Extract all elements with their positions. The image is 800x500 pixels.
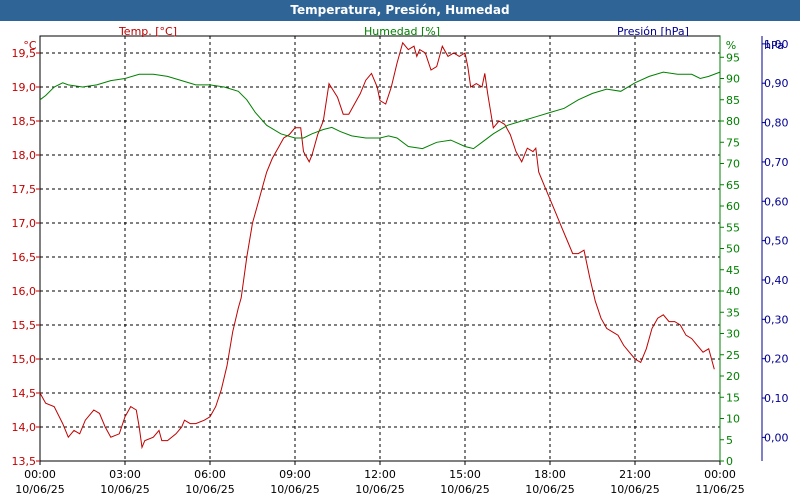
hum-tick-label: 40	[726, 285, 740, 298]
hum-tick-label: 5	[726, 434, 733, 447]
hum-tick-label: 95	[726, 51, 740, 64]
temp-axis-title: Temp. [°C]	[118, 25, 177, 38]
temp-tick-label: 18,0	[12, 149, 37, 162]
x-tick-time: 06:00	[194, 468, 226, 481]
x-tick-date: 10/06/25	[440, 483, 489, 496]
hum-tick-label: 80	[726, 115, 740, 128]
hum-series-line	[39, 71, 721, 150]
x-tick-time: 03:00	[109, 468, 141, 481]
temp-tick-label: 17,5	[12, 183, 37, 196]
hum-tick-label: 65	[726, 179, 740, 192]
x-tick-date: 10/06/25	[355, 483, 404, 496]
temp-tick-label: 19,0	[12, 81, 37, 94]
pres-tick-label: 0,10	[764, 392, 789, 405]
temp-tick-label: 15,0	[12, 353, 37, 366]
x-tick-date: 10/06/25	[525, 483, 574, 496]
hum-tick-label: 70	[726, 158, 740, 171]
x-tick-time: 21:00	[619, 468, 651, 481]
hum-axis-title: Humedad [%]	[364, 25, 440, 38]
x-tick-time: 09:00	[279, 468, 311, 481]
hum-tick-label: 60	[726, 200, 740, 213]
temp-unit: °C	[23, 39, 37, 52]
pres-tick-label: 0,30	[764, 313, 789, 326]
x-tick-time: 18:00	[534, 468, 566, 481]
pres-tick-label: 1,00	[764, 38, 789, 51]
temp-tick-label: 15,5	[12, 319, 37, 332]
x-tick-date: 10/06/25	[15, 483, 64, 496]
pres-tick-label: 0,50	[764, 235, 789, 248]
pres-tick-label: 0,70	[764, 156, 789, 169]
x-tick-date: 11/06/25	[695, 483, 744, 496]
hum-tick-label: 90	[726, 73, 740, 86]
hum-tick-label: 25	[726, 349, 740, 362]
pres-unit: hPa	[764, 39, 784, 52]
hum-unit: %	[726, 39, 736, 52]
x-tick-time: 15:00	[449, 468, 481, 481]
x-tick-date: 10/06/25	[610, 483, 659, 496]
temp-tick-label: 16,0	[12, 285, 37, 298]
hum-tick-label: 85	[726, 94, 740, 107]
x-tick-time: 00:00	[24, 468, 56, 481]
hum-tick-label: 55	[726, 221, 740, 234]
temp-tick-label: 17,0	[12, 217, 37, 230]
pres-tick-label: 0,90	[764, 77, 789, 90]
hum-tick-label: 35	[726, 306, 740, 319]
hum-tick-label: 15	[726, 391, 740, 404]
x-tick-time: 12:00	[364, 468, 396, 481]
temp-tick-label: 14,5	[12, 387, 37, 400]
temp-tick-label: 18,5	[12, 115, 37, 128]
hum-tick-label: 10	[726, 413, 740, 426]
x-tick-date: 10/06/25	[100, 483, 149, 496]
pres-tick-label: 0,00	[764, 431, 789, 444]
hum-tick-label: 0	[726, 455, 733, 468]
hum-tick-label: 20	[726, 370, 740, 383]
chart-title: Temperatura, Presión, Humedad	[0, 0, 800, 21]
hum-tick-label: 75	[726, 136, 740, 149]
pres-tick-label: 0,40	[764, 274, 789, 287]
hum-tick-label: 30	[726, 328, 740, 341]
temp-series-line	[39, 41, 715, 450]
x-tick-time: 00:00	[704, 468, 736, 481]
hum-tick-label: 50	[726, 243, 740, 256]
x-tick-date: 10/06/25	[185, 483, 234, 496]
pres-tick-label: 0,80	[764, 117, 789, 130]
temp-tick-label: 13,5	[12, 455, 37, 468]
pres-tick-label: 0,20	[764, 353, 789, 366]
pres-axis-title: Presión [hPa]	[617, 25, 689, 38]
temp-tick-label: 16,5	[12, 251, 37, 264]
hum-tick-label: 45	[726, 264, 740, 277]
x-tick-date: 10/06/25	[270, 483, 319, 496]
temp-tick-label: 19,5	[12, 47, 37, 60]
temp-tick-label: 14,0	[12, 421, 37, 434]
pres-tick-label: 0,60	[764, 195, 789, 208]
